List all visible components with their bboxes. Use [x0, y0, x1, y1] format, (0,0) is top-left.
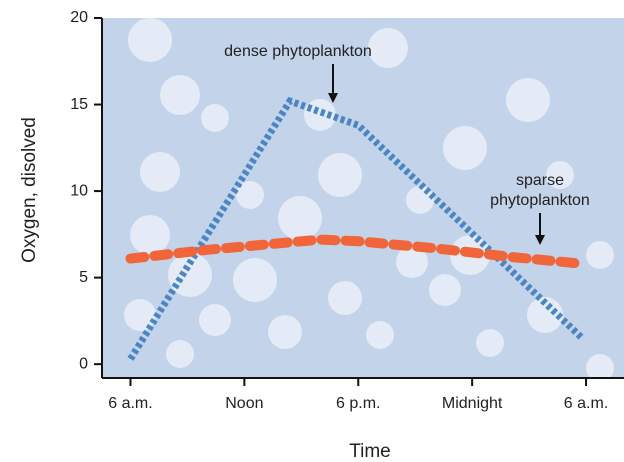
x-axis-title: Time — [349, 441, 391, 462]
y-tick-label: 0 — [79, 355, 88, 372]
data-line — [127, 96, 585, 361]
y-tick-label: 15 — [70, 96, 88, 113]
annotation-arrowhead — [328, 93, 338, 103]
y-tick-label: 5 — [79, 269, 88, 286]
y-axis-title: Oxygen, disolved — [19, 117, 40, 263]
annotation: dense phytoplankton — [224, 43, 372, 60]
x-tick-label: 6 a.m. — [564, 395, 608, 412]
x-tick-label: 6 a.m. — [108, 395, 152, 412]
x-tick-label: Noon — [225, 395, 263, 412]
x-tick-label: Midnight — [442, 395, 503, 412]
x-tick-label: 6 p.m. — [336, 395, 380, 412]
annotation: sparse — [516, 172, 564, 189]
y-tick-label: 10 — [70, 182, 88, 199]
y-tick-label: 20 — [70, 9, 88, 26]
data-line — [125, 234, 588, 269]
annotation-arrowhead — [535, 235, 545, 245]
annotation: phytoplankton — [490, 192, 590, 209]
